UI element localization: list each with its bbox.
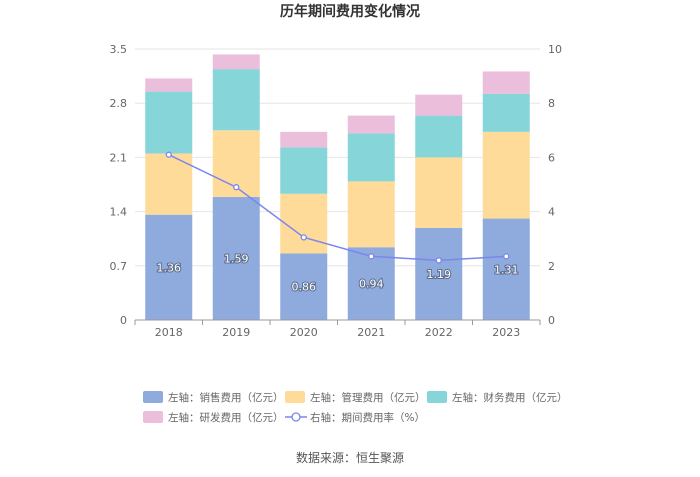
legend-swatch xyxy=(143,391,163,403)
legend-swatch xyxy=(285,391,305,403)
left-axis-ticks: 0 0.7 1.4 2.1 2.8 3.5 xyxy=(110,43,128,327)
bar-series xyxy=(145,54,530,320)
legend-label: 右轴：期间费用率（%） xyxy=(310,411,425,424)
bar-segment xyxy=(482,71,530,94)
right-tick-label: 6 xyxy=(548,151,555,164)
bar-segment xyxy=(145,153,193,215)
left-tick-label: 0 xyxy=(120,314,127,327)
legend-swatch xyxy=(427,391,447,403)
bar-segment xyxy=(212,54,260,70)
legend-swatch xyxy=(143,411,163,423)
bar-segment xyxy=(482,131,530,219)
bar-segment xyxy=(145,91,193,154)
bar-data-label: 1.36 xyxy=(157,261,182,274)
line-point xyxy=(300,234,307,241)
bar-segment xyxy=(212,196,260,320)
line-point xyxy=(233,184,240,191)
legend-label: 左轴：管理费用（亿元） xyxy=(310,391,426,404)
bar-segment xyxy=(347,181,395,248)
x-tick-label: 2022 xyxy=(425,326,453,339)
legend: 左轴：销售费用（亿元） 左轴：管理费用（亿元） 左轴：财务费用（亿元） 左轴：研发费用… xyxy=(143,391,568,424)
bar-segment xyxy=(347,133,395,182)
bar-segment xyxy=(347,115,395,134)
right-tick-label: 4 xyxy=(548,206,555,219)
bar-data-labels: 1.36 1.59 0.86 0.94 1.19 1.31 xyxy=(156,251,520,294)
bar-segment xyxy=(145,214,193,320)
line-point xyxy=(368,253,375,260)
grid-lines xyxy=(135,48,540,321)
bar-segment xyxy=(145,78,193,92)
x-tick-label: 2019 xyxy=(222,326,250,339)
legend-label: 左轴：销售费用（亿元） xyxy=(168,391,284,404)
left-tick-label: 3.5 xyxy=(110,43,128,56)
bar-segment xyxy=(415,94,463,116)
bar-segment xyxy=(482,93,530,132)
bar-data-label: 0.94 xyxy=(359,278,384,291)
bar-segment xyxy=(482,218,530,320)
bar-data-label: 1.31 xyxy=(494,263,519,276)
bar-segment xyxy=(280,147,328,194)
line-point xyxy=(165,151,172,158)
left-tick-label: 0.7 xyxy=(110,260,128,273)
x-tick-label: 2018 xyxy=(155,326,183,339)
chart-title: 历年期间费用变化情况 xyxy=(280,3,420,20)
source-note: 数据来源：恒生聚源 xyxy=(296,450,404,465)
line-point xyxy=(435,257,442,264)
bar-segment xyxy=(280,193,328,254)
bar-data-label: 1.59 xyxy=(224,252,249,265)
bar-segment xyxy=(415,115,463,158)
right-axis-ticks: 0 2 4 6 8 10 xyxy=(548,43,562,327)
legend-label: 左轴：研发费用（亿元） xyxy=(168,411,284,424)
bar-segment xyxy=(212,69,260,131)
left-tick-label: 2.1 xyxy=(110,151,128,164)
bar-segment xyxy=(415,157,463,228)
line-path xyxy=(168,154,507,262)
right-tick-label: 0 xyxy=(548,314,555,327)
right-tick-label: 2 xyxy=(548,260,555,273)
line-point xyxy=(503,253,510,260)
bar-segment xyxy=(280,131,328,148)
legend-label: 左轴：财务费用（亿元） xyxy=(452,391,568,404)
x-tick-label: 2020 xyxy=(290,326,318,339)
right-tick-label: 8 xyxy=(548,97,555,110)
bar-segment xyxy=(280,253,328,320)
line-series xyxy=(165,151,510,264)
bar-data-label: 1.19 xyxy=(427,268,452,281)
x-tick-label: 2021 xyxy=(357,326,385,339)
legend-marker xyxy=(291,412,301,422)
right-tick-label: 10 xyxy=(548,43,562,56)
bar-data-label: 0.86 xyxy=(292,281,317,294)
bar-segment xyxy=(415,227,463,320)
x-axis: 2018 2019 2020 2021 2022 2023 xyxy=(134,319,541,339)
left-tick-label: 2.8 xyxy=(110,97,128,110)
x-tick-label: 2023 xyxy=(492,326,520,339)
left-tick-label: 1.4 xyxy=(110,206,128,219)
